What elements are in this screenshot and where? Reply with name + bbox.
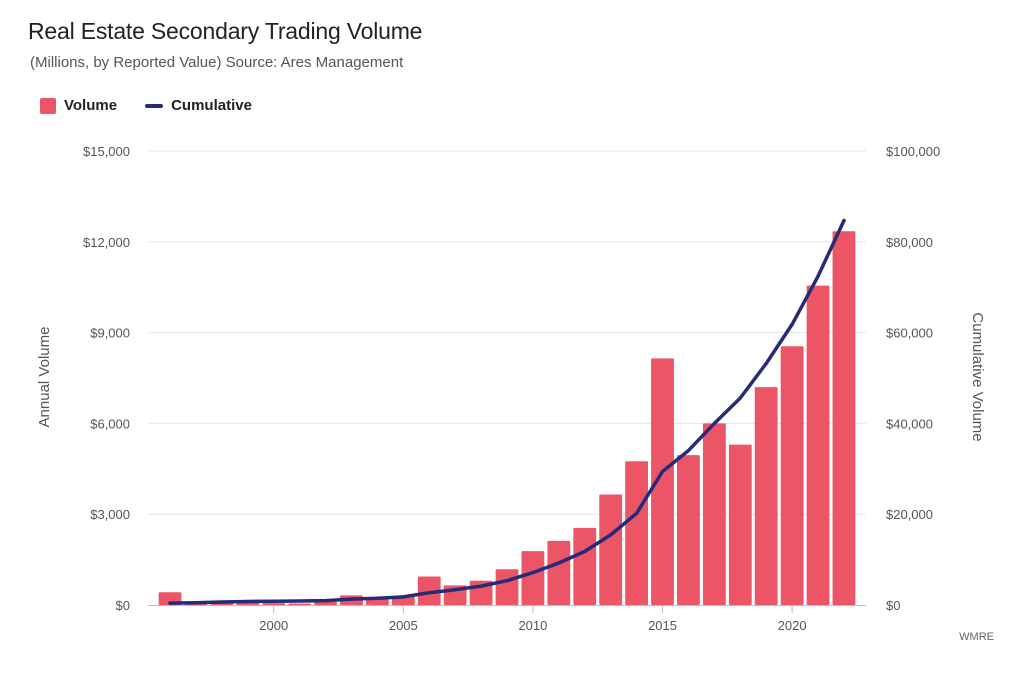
legend-label-volume: Volume — [64, 97, 118, 114]
x-tick-label: 2005 — [389, 618, 418, 633]
cumulative-point-2014[interactable] — [635, 511, 639, 515]
cumulative-point-2003[interactable] — [349, 597, 354, 601]
cumulative-point-2006[interactable] — [427, 591, 431, 595]
y-tick-label-right: $0 — [886, 598, 900, 613]
cumulative-point-2015[interactable] — [660, 469, 665, 474]
cumulative-point-2011[interactable] — [557, 561, 561, 565]
y-axis-label-right: Cumulative Volume — [969, 312, 986, 441]
credit-text: WMRE — [959, 631, 994, 643]
cumulative-point-1996[interactable] — [168, 601, 172, 605]
y-tick-label-left: $3,000 — [90, 507, 130, 522]
bar-volume-2009[interactable] — [495, 569, 519, 605]
bar-volume-2000[interactable] — [262, 603, 286, 605]
chart-legend: Volume Cumulative — [40, 97, 280, 114]
y-axis-label-left: Annual Volume — [36, 327, 53, 428]
cumulative-point-2001[interactable] — [298, 599, 302, 603]
cumulative-point-2010[interactable] — [531, 571, 535, 575]
y-tick-label-right: $40,000 — [886, 416, 933, 431]
axes: $0 $3,000 $6,000 $9,000 $12,000 $15,000 $0 $20,… — [83, 144, 940, 633]
bar-volume-2014[interactable] — [625, 461, 649, 605]
bar-volume-2002[interactable] — [314, 601, 337, 605]
cumulative-point-2009[interactable] — [505, 579, 509, 583]
legend-swatch-volume — [40, 97, 56, 114]
y-tick-label-left: $15,000 — [83, 144, 130, 159]
cumulative-point-2004[interactable] — [375, 596, 379, 600]
volume-bars — [158, 231, 856, 605]
bar-volume-2011[interactable] — [547, 540, 571, 605]
cumulative-point-2021[interactable] — [816, 274, 820, 278]
bar-volume-2001[interactable] — [288, 603, 312, 605]
y-tick-label-left: $12,000 — [83, 235, 130, 250]
y-tick-label-right: $20,000 — [886, 507, 933, 522]
cumulative-point-2002[interactable] — [323, 598, 328, 603]
cumulative-point-2020[interactable] — [790, 322, 794, 327]
cumulative-point-2018[interactable] — [738, 396, 742, 400]
cumulative-point-2007[interactable] — [453, 588, 457, 592]
bar-volume-2020[interactable] — [780, 346, 804, 605]
y-tick-label-left: $9,000 — [90, 326, 130, 341]
cumulative-point-1998[interactable] — [220, 600, 224, 604]
y-tick-label-right: $60,000 — [886, 326, 933, 341]
chart-title: Real Estate Secondary Trading Volume — [28, 18, 423, 44]
x-tick-label: 2000 — [259, 618, 288, 633]
bar-volume-2017[interactable] — [702, 423, 726, 605]
bar-volume-2010[interactable] — [521, 551, 545, 605]
cumulative-point-2016[interactable] — [686, 449, 691, 453]
legend-item-volume[interactable]: Volume — [40, 97, 117, 114]
bar-volume-2018[interactable] — [728, 444, 752, 605]
grid-lines — [148, 150, 866, 515]
bar-volume-2006[interactable] — [417, 576, 441, 605]
bar-volume-2013[interactable] — [599, 494, 623, 605]
bar-volume-2016[interactable] — [677, 455, 700, 605]
cumulative-point-2017[interactable] — [712, 421, 716, 425]
bar-volume-2019[interactable] — [754, 387, 778, 605]
y-tick-label-left: $6,000 — [90, 416, 130, 431]
cumulative-point-1997[interactable] — [194, 601, 198, 605]
y-tick-label-right: $100,000 — [886, 144, 940, 159]
cumulative-point-2005[interactable] — [401, 595, 405, 599]
bar-volume-2015[interactable] — [651, 358, 674, 605]
chart-subtitle: (Millions, by Reported Value) Source: Ar… — [30, 54, 404, 71]
x-tick-label: 2010 — [518, 618, 547, 633]
bar-volume-2022[interactable] — [832, 231, 856, 605]
bar-volume-2004[interactable] — [365, 599, 389, 605]
cumulative-point-2000[interactable] — [272, 599, 276, 603]
x-tick-label: 2020 — [778, 618, 807, 633]
cumulative-line-group — [168, 218, 846, 605]
cumulative-point-1999[interactable] — [246, 599, 250, 604]
bar-volume-2021[interactable] — [806, 285, 830, 605]
x-tick-label: 2015 — [648, 618, 677, 633]
cumulative-point-2013[interactable] — [609, 533, 613, 537]
cumulative-point-2022[interactable] — [842, 218, 846, 223]
y-tick-label-right: $80,000 — [886, 235, 933, 250]
legend-item-cumulative[interactable]: Cumulative — [145, 97, 252, 114]
legend-label-cumulative: Cumulative — [171, 97, 252, 114]
y-tick-label-left: $0 — [116, 598, 130, 613]
cumulative-point-2008[interactable] — [479, 584, 483, 588]
bar-volume-2012[interactable] — [573, 527, 597, 605]
cumulative-point-2012[interactable] — [583, 549, 587, 554]
cumulative-point-2019[interactable] — [764, 361, 768, 366]
legend-swatch-cumulative — [145, 103, 164, 108]
